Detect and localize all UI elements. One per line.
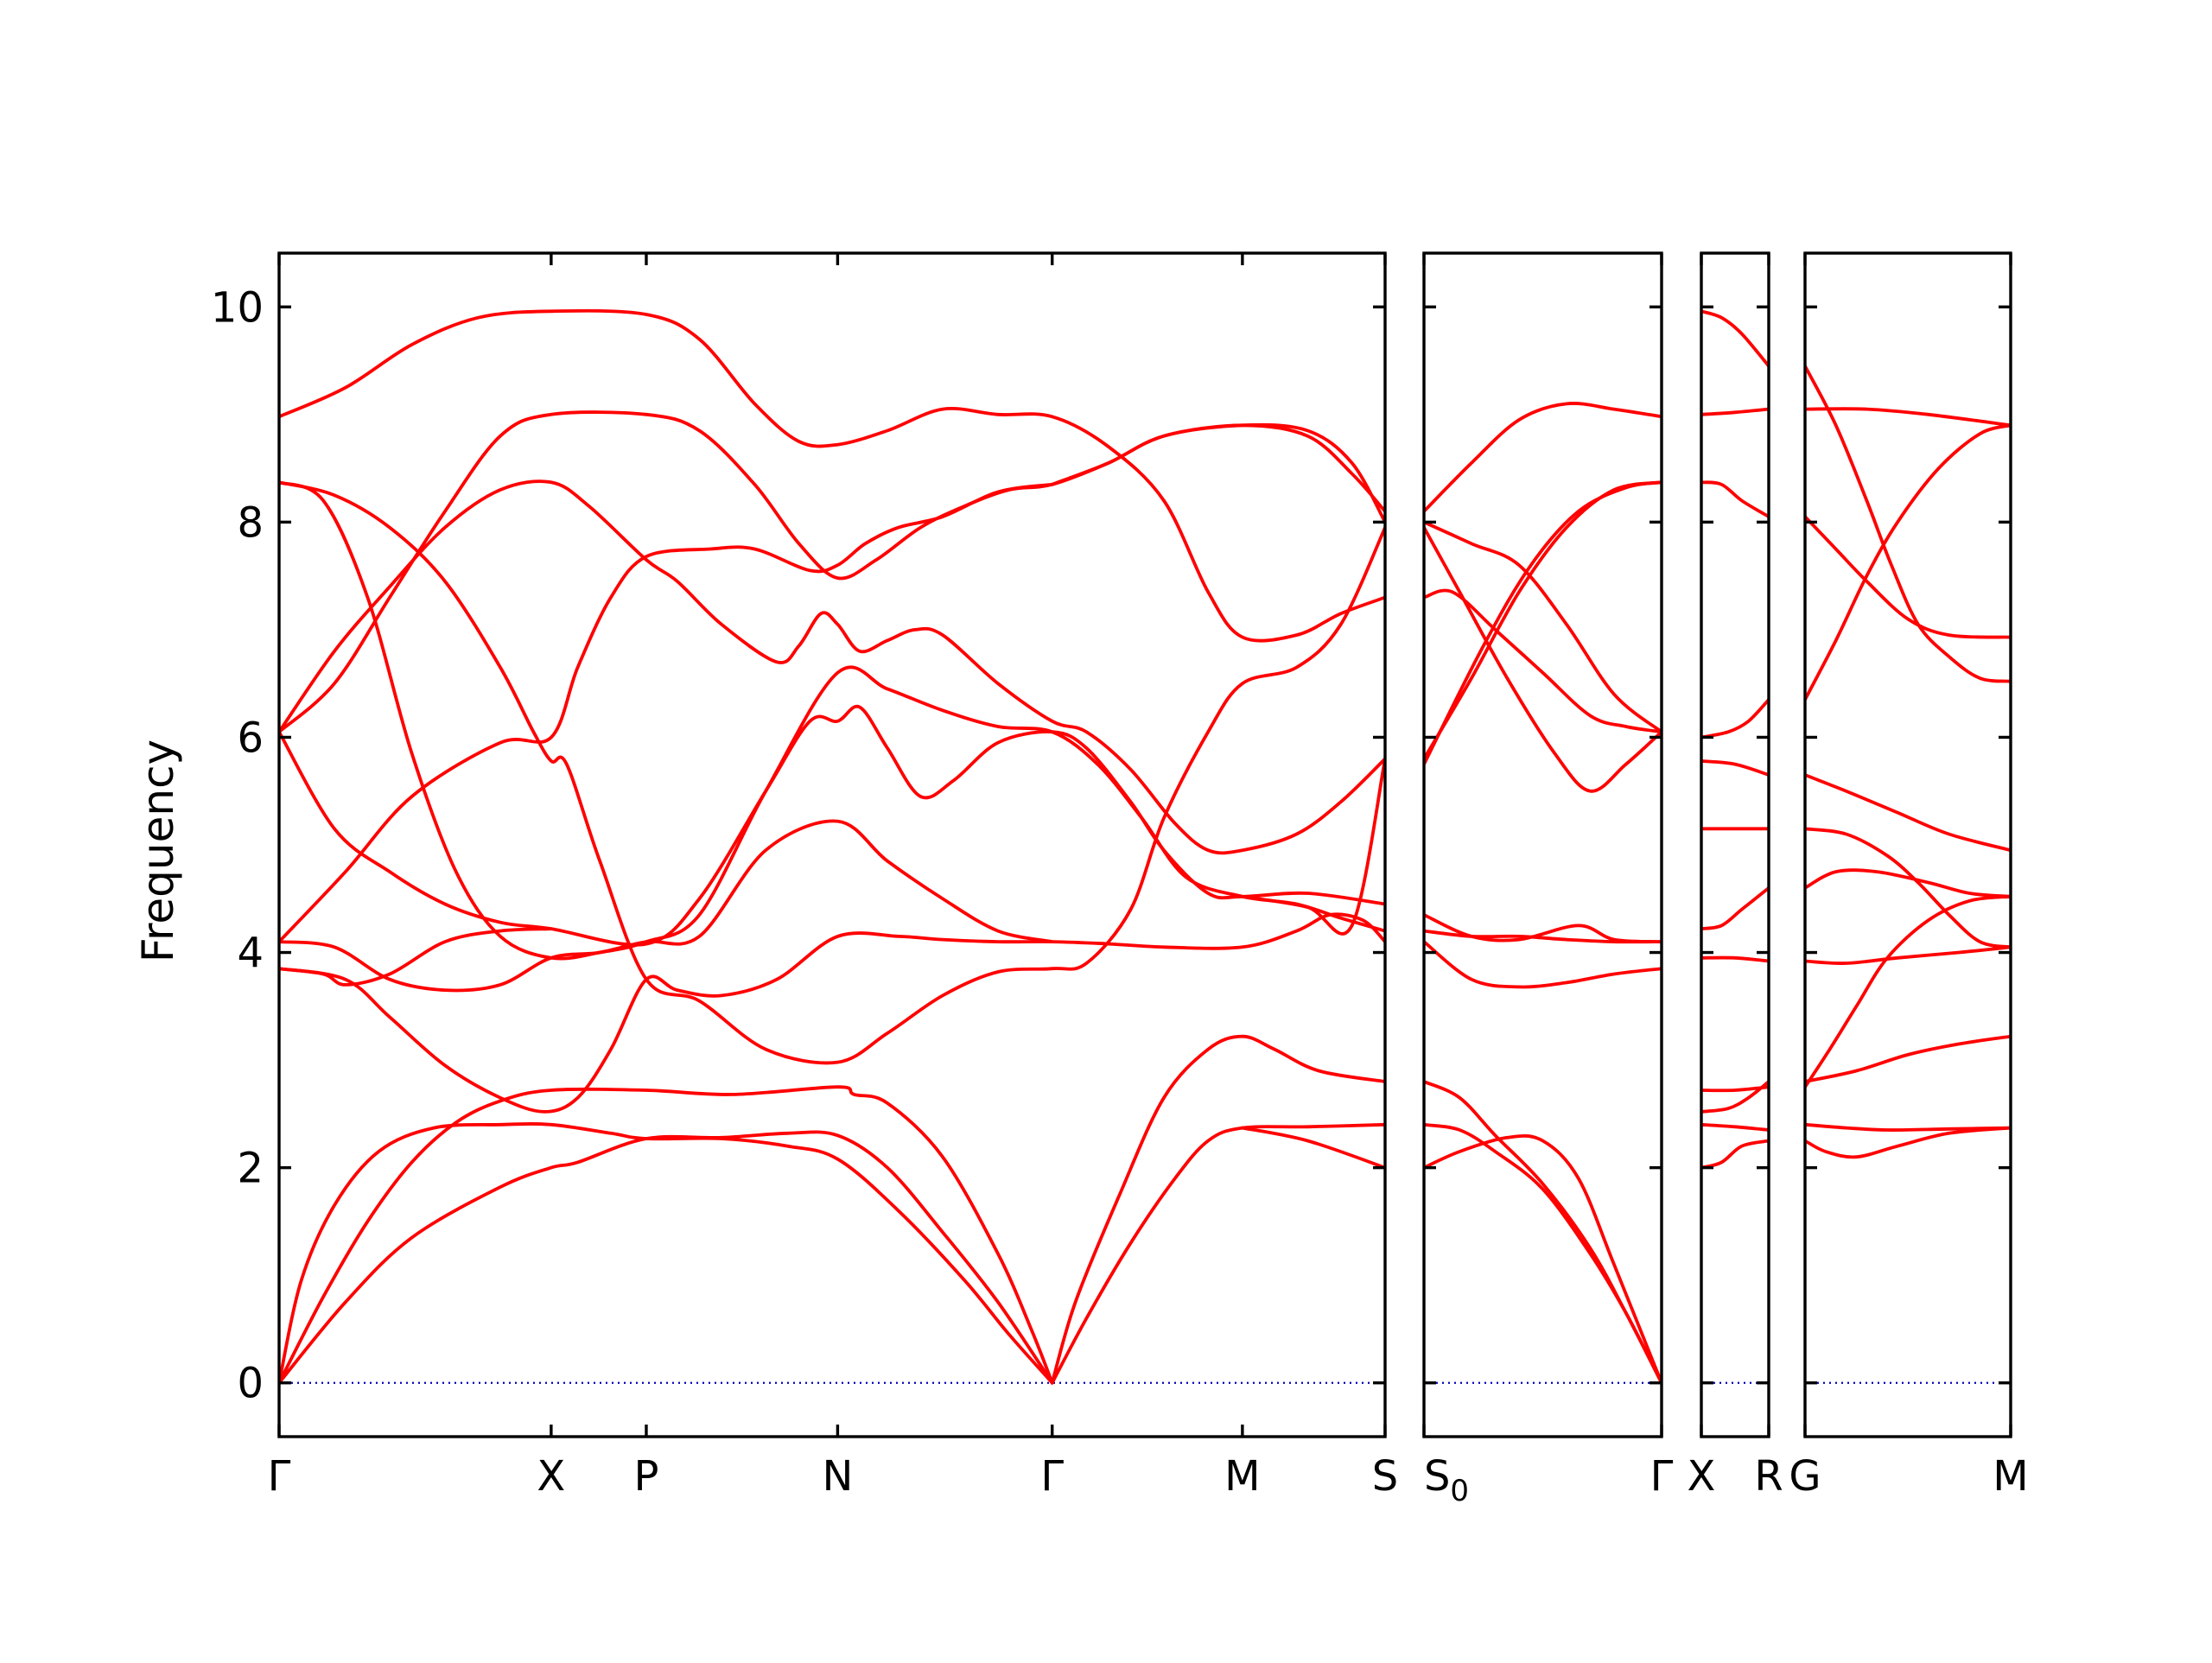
x-tick-label: S [1372, 1452, 1398, 1501]
band-line-4-1 [1805, 1126, 2011, 1159]
band-line-2-11 [1424, 588, 1662, 734]
panel-frame [1803, 251, 2012, 1438]
x-tick-label: M [1993, 1452, 2028, 1501]
band-line-1-17 [1050, 422, 1385, 524]
band-line-4-10 [1805, 364, 2011, 683]
x-tick-label: G [1789, 1452, 1821, 1501]
band-line-1-18 [1241, 757, 1385, 936]
y-tick-label: 2 [237, 1145, 264, 1193]
band-line-4-11 [1805, 515, 2011, 639]
y-tick-label: 0 [237, 1360, 264, 1408]
band-line-1-7 [279, 912, 1385, 1114]
band-line-1-2 [279, 1085, 1054, 1385]
band-line-4-7 [1805, 827, 2011, 949]
band-line-3-2 [1701, 1122, 1769, 1132]
band-line-3-10 [1701, 480, 1769, 518]
band-line-3-6 [1701, 885, 1769, 930]
band-line-2-7 [1424, 480, 1662, 761]
band-line-2-8 [1424, 480, 1662, 766]
band-line-4-6 [1805, 868, 2011, 898]
band-line-4-4 [1805, 894, 2011, 1089]
panel-frame [1422, 251, 1663, 1438]
x-tick-label: Γ [1040, 1452, 1064, 1501]
band-line-1-5 [1050, 1122, 1385, 1385]
band-line-3-8 [1701, 759, 1769, 777]
band-line-4-8 [1805, 773, 2011, 853]
panel-frame [1700, 251, 1770, 1438]
y-tick-label: 4 [237, 930, 264, 978]
band-line-1-13 [279, 410, 1385, 734]
band-line-3-1 [1701, 1139, 1769, 1170]
x-tick-label: N [822, 1452, 853, 1501]
band-line-1-14 [279, 308, 1385, 643]
bands [279, 308, 1385, 1385]
band-line-2-3 [1424, 1134, 1662, 1385]
y-tick-label: 8 [237, 498, 264, 547]
band-line-4-2 [1805, 1122, 2011, 1132]
band-line-4-3 [1805, 1034, 2011, 1083]
band-line-1-8 [279, 819, 1054, 993]
band-line-1-9 [279, 704, 1385, 947]
y-tick-label: 10 [211, 283, 264, 332]
x-tick-label: S0 [1424, 1452, 1469, 1508]
band-line-3-4 [1701, 1085, 1769, 1093]
band-line-4-12 [1805, 407, 2011, 428]
band-line-2-4 [1424, 940, 1662, 989]
band-line-4-9 [1805, 423, 2011, 701]
bands [1701, 309, 1769, 1170]
band-line-3-11 [1701, 407, 1769, 416]
band-line-1-16 [279, 480, 1385, 961]
x-tick-label: X [1688, 1452, 1716, 1501]
band-line-2-10 [1424, 520, 1662, 734]
band-line-1-11 [279, 927, 553, 987]
band-line-3-5 [1701, 955, 1769, 963]
band-line-3-9 [1701, 698, 1769, 739]
x-tick-label: R [1754, 1452, 1783, 1501]
band-line-3-12 [1701, 309, 1769, 368]
band-line-3-3 [1701, 1080, 1769, 1114]
x-tick-label: M [1224, 1452, 1260, 1501]
panel-2: S0 Γ [1422, 251, 1674, 1508]
bands [1424, 402, 1662, 1385]
y-axis-title: Frequency [133, 739, 183, 962]
band-line-1-10 [279, 482, 1054, 943]
x-tick-label: Γ [268, 1452, 291, 1501]
band-line-2-2 [1424, 1122, 1662, 1385]
band-line-1-12 [279, 479, 1385, 855]
band-line-1-6 [1241, 1126, 1385, 1170]
band-line-2-12 [1424, 402, 1662, 513]
x-tick-label: Γ [1650, 1452, 1674, 1501]
band-line-2-9 [1424, 525, 1662, 793]
band-line-1-3 [279, 1130, 1054, 1385]
band-line-2-6 [1424, 913, 1662, 943]
x-tick-label: X [537, 1452, 565, 1501]
band-line-2-1 [1424, 1080, 1662, 1385]
band-line-4-5 [1805, 945, 2011, 965]
y-tick-label: 6 [237, 714, 264, 762]
band-line-1-4 [1050, 1034, 1385, 1385]
band-line-1-15 [279, 480, 1385, 1065]
panel-frame [277, 251, 1387, 1438]
x-tick-label: P [633, 1452, 658, 1501]
band-line-1-1 [279, 1122, 1054, 1385]
bands [1805, 364, 2011, 1159]
